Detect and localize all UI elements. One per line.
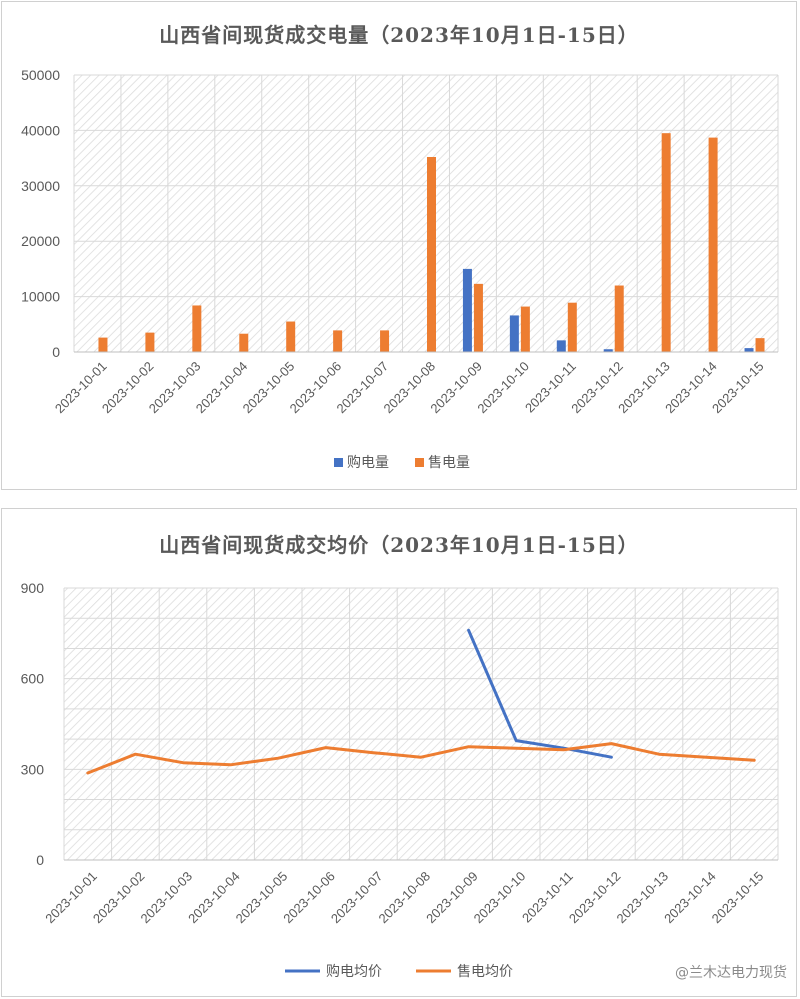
- bar-sell: [473, 283, 483, 352]
- y-tick-label: 40000: [21, 122, 60, 138]
- bar-sell: [145, 332, 155, 352]
- bar-sell: [614, 285, 624, 352]
- watermark: @兰木达电力现货: [675, 964, 787, 981]
- bar-buy: [603, 349, 613, 352]
- volume-chart-panel: 山西省间现货成交电量（2023年10月1日-15日） 0 10000 20000 30…: [1, 1, 797, 490]
- plot-area: [64, 588, 778, 860]
- y-tick-label: 50000: [21, 67, 60, 83]
- bar-sell: [192, 305, 202, 352]
- price-chart-panel: 山西省间现货成交均价（2023年10月1日-15日） 0 300 600 900 202…: [1, 508, 797, 997]
- bar-sell: [239, 333, 249, 352]
- bar-buy: [744, 348, 754, 352]
- bar-buy: [556, 340, 566, 352]
- legend-label-sell: 售电量: [428, 455, 470, 471]
- line-buy: [467, 628, 613, 759]
- y-tick-label: 0: [52, 344, 60, 360]
- bar-sell: [567, 302, 577, 352]
- legend-swatch-buy: [334, 458, 343, 467]
- price-chart: 山西省间现货成交均价（2023年10月1日-15日） 0 300 600 900 202…: [21, 533, 787, 981]
- y-tick-label: 20000: [21, 233, 60, 249]
- y-tick-label: 0: [36, 852, 44, 868]
- bar-sell: [286, 321, 296, 352]
- line-sell: [86, 742, 756, 775]
- y-tick-label: 10000: [21, 289, 60, 305]
- bar-sell: [708, 137, 718, 352]
- volume-chart-title: 山西省间现货成交电量（2023年10月1日-15日）: [159, 23, 639, 47]
- volume-chart: 山西省间现货成交电量（2023年10月1日-15日） 0 10000 20000 30…: [21, 23, 779, 471]
- bar-sell: [755, 338, 765, 352]
- x-tick-label: 2023-10-15: [709, 869, 767, 927]
- bar-sell: [98, 337, 108, 352]
- bar-sell: [520, 306, 530, 352]
- bar-sell: [333, 330, 343, 352]
- y-tick-label: 600: [21, 671, 45, 687]
- y-tick-label: 900: [21, 580, 45, 596]
- y-tick-label: 300: [21, 761, 45, 777]
- y-tick-label: 30000: [21, 178, 60, 194]
- bar-sell: [661, 133, 671, 352]
- legend-label-buy: 购电量: [347, 455, 389, 471]
- x-tick-label: 2023-10-10: [471, 869, 529, 927]
- plot-area: [74, 75, 778, 352]
- bar-buy: [462, 268, 472, 352]
- legend-label-sell: 售电均价: [457, 964, 513, 980]
- bar-sell: [427, 156, 436, 352]
- bar-sell: [380, 330, 390, 352]
- legend-label-buy: 购电均价: [326, 964, 382, 980]
- price-chart-title: 山西省间现货成交均价（2023年10月1日-15日）: [159, 533, 639, 557]
- bar-buy: [509, 315, 519, 352]
- legend-swatch-sell: [415, 458, 424, 467]
